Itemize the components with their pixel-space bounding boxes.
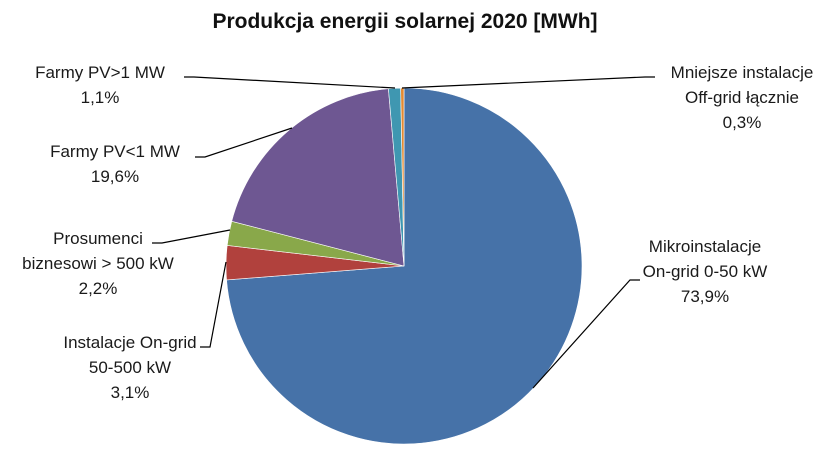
slice-percent-5: 0,3%: [723, 113, 762, 132]
slice-name-3-0: Farmy PV<1 MW: [50, 142, 180, 161]
slice-percent-3: 19,6%: [91, 167, 139, 186]
leader-line-1: [200, 261, 227, 348]
leader-lines: [152, 76, 655, 389]
slice-label-3: Farmy PV<1 MW 19,6%: [50, 142, 180, 186]
slice-name-4-0: Farmy PV>1 MW: [35, 63, 165, 82]
chart-title: Produkcja energii solarnej 2020 [MWh]: [212, 10, 597, 33]
leader-line-5: [401, 76, 655, 89]
slice-label-0: Mikroinstalacje On-grid 0-50 kW 73,9%: [643, 237, 768, 306]
leader-line-0: [532, 279, 640, 389]
slice-name-1-1: 50-500 kW: [89, 358, 171, 377]
slice-name-2-0: Prosumenci: [53, 229, 143, 248]
slice-name-1-0: Instalacje On-grid: [63, 333, 196, 352]
slice-percent-4: 1,1%: [81, 88, 120, 107]
slice-labels: Mikroinstalacje On-grid 0-50 kW 73,9% Insta…: [22, 63, 813, 402]
leader-line-2: [152, 229, 231, 244]
slice-percent-2: 2,2%: [79, 279, 118, 298]
slice-percent-1: 3,1%: [111, 383, 150, 402]
pie-slices: [225, 87, 583, 445]
leader-line-4: [184, 76, 396, 89]
slice-name-5-0: Mniejsze instalacje: [671, 63, 814, 82]
slice-name-5-1: Off-grid łącznie: [685, 88, 799, 107]
slice-label-2: Prosumenci biznesowi > 500 kW 2,2%: [22, 229, 174, 298]
slice-percent-0: 73,9%: [681, 287, 729, 306]
slice-label-1: Instalacje On-grid 50-500 kW 3,1%: [63, 333, 196, 402]
slice-name-2-1: biznesowi > 500 kW: [22, 254, 174, 273]
slice-name-0-0: Mikroinstalacje: [649, 237, 761, 256]
leader-line-3: [195, 127, 293, 158]
slice-name-0-1: On-grid 0-50 kW: [643, 262, 768, 281]
slice-label-4: Farmy PV>1 MW 1,1%: [35, 63, 165, 107]
slice-label-5: Mniejsze instalacje Off-grid łącznie 0,3%: [671, 63, 814, 132]
pie-slice-3: [231, 88, 405, 267]
